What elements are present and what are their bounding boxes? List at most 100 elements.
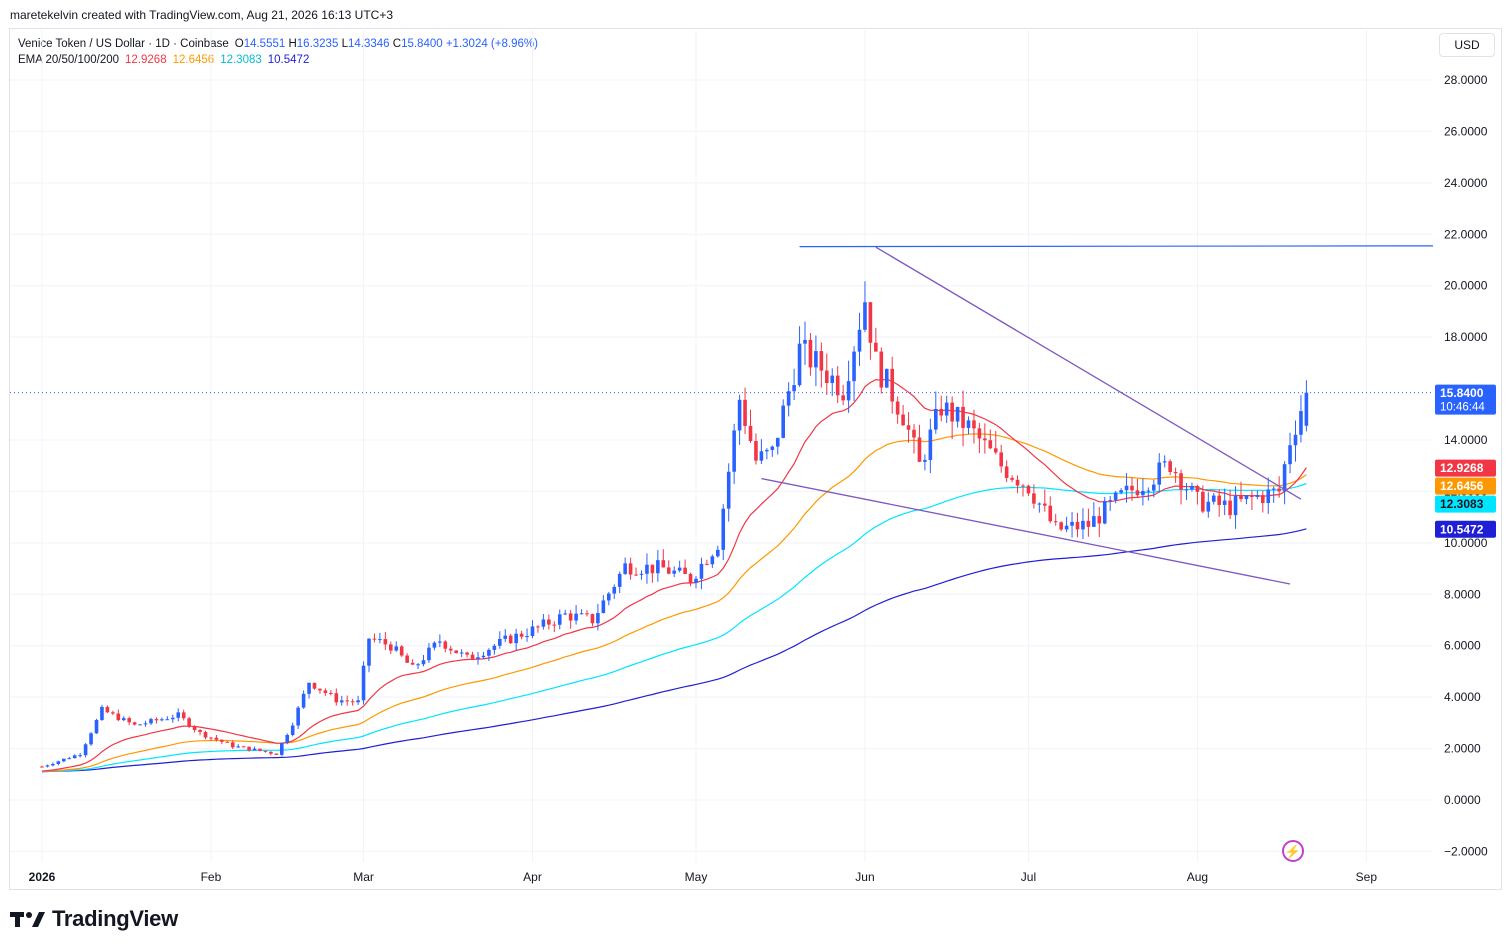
candle-body (203, 732, 208, 738)
candle-body (830, 375, 835, 384)
candle-body (45, 765, 50, 767)
open-value: 14.5551 (243, 38, 286, 50)
candle-body (1135, 490, 1140, 496)
candle-body (759, 451, 764, 461)
candle-body (1092, 516, 1096, 527)
candle-body (721, 508, 726, 550)
y-tick-label: 18.0000 (1444, 330, 1488, 344)
candle-body (1146, 490, 1151, 492)
lower-trendline (761, 477, 1291, 585)
candle-body (928, 429, 933, 460)
candle-body (656, 560, 660, 574)
candle-body (726, 471, 731, 509)
candle-body (40, 766, 44, 768)
candle-body (372, 638, 377, 640)
candle-body (835, 375, 840, 396)
candle-body (149, 719, 153, 724)
candle-body (383, 639, 388, 645)
price-label-bg (1435, 477, 1496, 495)
candle-body (825, 370, 829, 384)
candle-body (607, 593, 611, 601)
candle-body (1119, 490, 1123, 493)
candle-body (127, 718, 131, 723)
y-tick-label: 28.0000 (1444, 73, 1488, 87)
candle-body (1282, 464, 1287, 492)
price-label-bg (1435, 495, 1496, 513)
candle-body (1250, 495, 1254, 497)
candle-body (465, 652, 469, 655)
candle-body (503, 635, 508, 639)
candle-body (1179, 473, 1183, 490)
price-label-bg (1435, 459, 1496, 477)
symbol-name[interactable]: Venice Token / US Dollar · 1D · Coinbase (18, 38, 229, 50)
candle-body (94, 719, 99, 734)
currency-button[interactable]: USD (1439, 33, 1495, 57)
candle-body (934, 408, 938, 430)
candle-body (781, 405, 785, 438)
candle-body (797, 343, 802, 386)
candle-body (1086, 520, 1091, 527)
candle-body (530, 626, 535, 637)
y-tick-label: 2.0000 (1444, 742, 1481, 756)
candle-body (1037, 503, 1042, 505)
y-tick-label: 22.0000 (1444, 227, 1488, 241)
candle-body (1173, 472, 1178, 474)
candle-body (628, 563, 633, 575)
ema20-line (41, 378, 1307, 772)
candle-body (410, 662, 415, 665)
candle-body (285, 734, 290, 743)
candle-body (367, 638, 371, 666)
candle-body (912, 429, 916, 438)
candle-body (917, 437, 922, 462)
candle-body (765, 449, 769, 452)
candle-body (389, 644, 393, 651)
candle-body (868, 302, 873, 343)
candle-body (329, 692, 333, 694)
candle-body (645, 564, 649, 574)
candle-body (966, 420, 971, 428)
candle-body (977, 428, 982, 439)
candle-body (508, 635, 513, 644)
x-tick-label: Jun (855, 870, 874, 884)
change-value: +1.3024 (+8.96%) (445, 38, 538, 50)
candle-body (230, 742, 235, 748)
candle-body (171, 717, 175, 720)
drawings (10, 245, 1434, 585)
x-tick-label: Mar (353, 870, 374, 884)
candle-body (961, 406, 965, 428)
ema200-value: 10.5472 (267, 54, 310, 66)
candle-body (121, 718, 126, 721)
candle-body (394, 646, 399, 651)
candle-body (955, 406, 960, 422)
ema-label[interactable]: EMA 20/50/100/200 (18, 54, 120, 66)
symbol-row: Venice Token / US Dollar · 1D · Coinbase… (18, 36, 538, 52)
candle-body (623, 563, 627, 574)
candle-body (639, 573, 644, 575)
candle-body (72, 755, 77, 759)
candle-body (334, 693, 339, 703)
price-label-bg (1435, 384, 1496, 415)
candle-body (1206, 501, 1211, 512)
price-label-text: 10.5472 (1440, 522, 1484, 536)
candle-body (716, 549, 720, 557)
ema-row: EMA 20/50/100/200 12.9268 12.6456 12.308… (18, 52, 538, 68)
flash-icon[interactable]: ⚡ (1282, 840, 1304, 862)
candle-body (1081, 520, 1085, 530)
candle-body (1239, 495, 1243, 500)
candle-body (732, 430, 736, 472)
candle-body (939, 408, 944, 416)
candle-body (481, 655, 486, 658)
candle-body (192, 726, 197, 731)
candle-body (132, 722, 137, 725)
candle-body (280, 742, 284, 755)
candle-body (672, 570, 676, 574)
candle-body (557, 614, 562, 625)
candle-body (541, 619, 546, 627)
candle-body (361, 665, 366, 701)
candle-body (1097, 516, 1102, 524)
candle-body (1162, 461, 1167, 463)
candle-body (116, 713, 121, 721)
candle-body (318, 688, 322, 691)
candle-body (568, 613, 573, 621)
